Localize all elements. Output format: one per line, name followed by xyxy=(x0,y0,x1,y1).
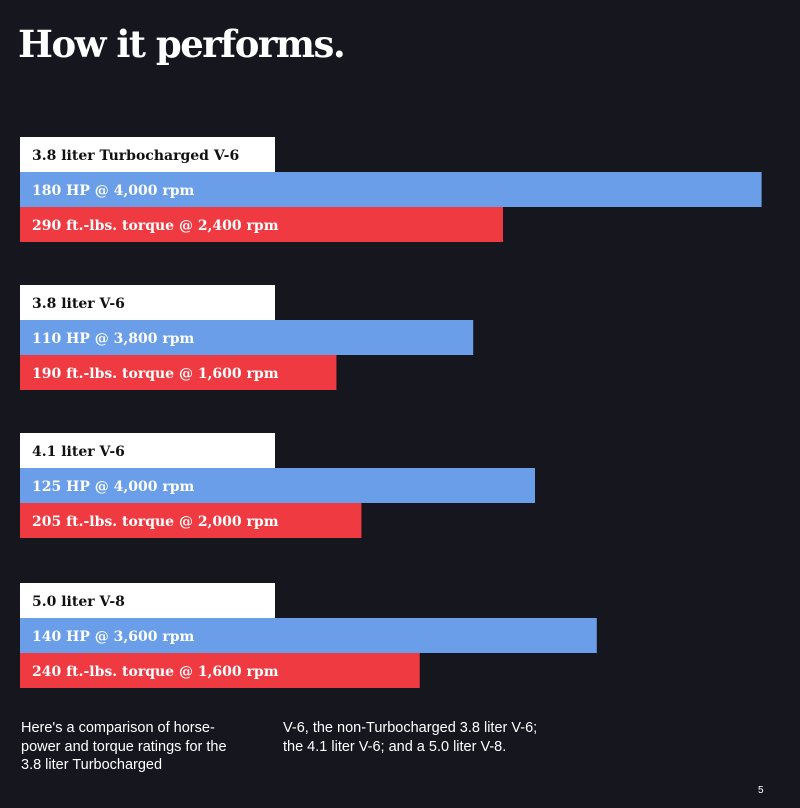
engine-label-box xyxy=(20,433,275,468)
page-number: 5 xyxy=(758,785,764,796)
caption-left: Here's a comparison of horse-power and t… xyxy=(21,720,227,773)
engine-label-box xyxy=(20,583,275,618)
engine-label: 3.8 liter Turbocharged V-6 xyxy=(32,148,239,164)
engine-label: 3.8 liter V-6 xyxy=(32,296,125,312)
torque-bar xyxy=(20,207,503,242)
torque-bar-label: 240 ft.-lbs. torque @ 1,600 rpm xyxy=(32,664,279,680)
horsepower-bar-label: 110 HP @ 3,800 rpm xyxy=(32,331,194,347)
torque-bar-label: 190 ft.-lbs. torque @ 1,600 rpm xyxy=(32,366,279,382)
torque-bar-label: 205 ft.-lbs. torque @ 2,000 rpm xyxy=(32,514,279,530)
caption-right: V-6, the non-Turbocharged 3.8 liter V-6;… xyxy=(283,720,538,755)
horsepower-bar-label: 180 HP @ 4,000 rpm xyxy=(32,183,194,199)
horsepower-bar-label: 125 HP @ 4,000 rpm xyxy=(32,479,194,495)
torque-bar xyxy=(20,355,337,390)
torque-bar xyxy=(20,653,420,688)
page-title: How it performs. xyxy=(18,22,346,66)
engine-label: 4.1 liter V-6 xyxy=(32,444,125,460)
engine-label-box xyxy=(20,137,275,172)
horsepower-bar xyxy=(20,618,597,653)
engine-label: 5.0 liter V-8 xyxy=(32,594,125,610)
engine-label-box xyxy=(20,285,275,320)
horsepower-bar-label: 140 HP @ 3,600 rpm xyxy=(32,629,194,645)
horsepower-bar xyxy=(20,172,762,207)
horsepower-bar xyxy=(20,320,474,355)
torque-bar xyxy=(20,503,362,538)
torque-bar-label: 290 ft.-lbs. torque @ 2,400 rpm xyxy=(32,218,279,234)
horsepower-bar xyxy=(20,468,535,503)
